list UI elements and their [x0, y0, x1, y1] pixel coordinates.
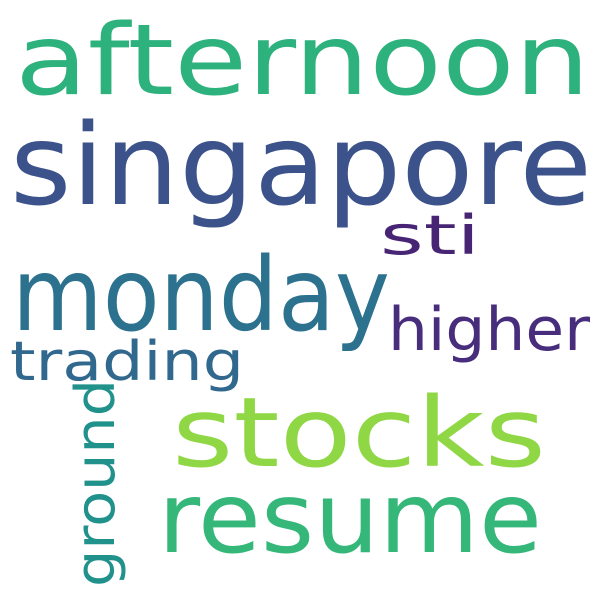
word-stocks: stocks	[172, 377, 546, 489]
word-singapore: singapore	[10, 101, 592, 231]
word-afternoon: afternoon	[15, 4, 590, 118]
word-ground: ground	[64, 379, 127, 587]
word-resume: resume	[158, 462, 542, 576]
word-trading: trading	[10, 330, 244, 393]
word-monday: monday	[12, 236, 390, 355]
word-higher: higher	[388, 295, 590, 365]
word-sti: sti	[380, 204, 480, 267]
